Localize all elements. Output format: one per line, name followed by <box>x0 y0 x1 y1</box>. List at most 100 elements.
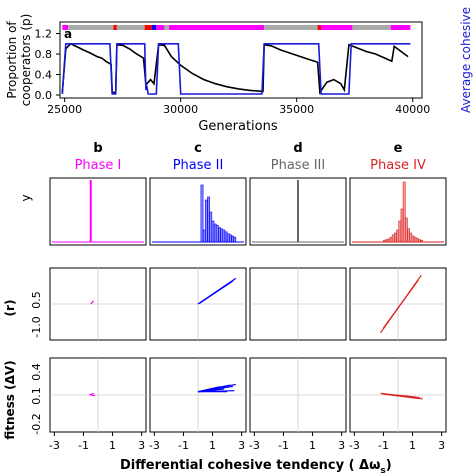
panel-e-bar-14 <box>413 236 417 243</box>
panel-c-bar-9 <box>220 228 224 243</box>
panel-c-bar-5 <box>211 220 215 243</box>
panel-c-bar-15 <box>233 236 237 243</box>
panel-e-bar-9 <box>402 181 406 243</box>
phase-segment-6 <box>156 25 165 30</box>
panel-c-xtick-label-3: 3 <box>238 439 245 452</box>
panel-c-letter: c <box>194 141 202 156</box>
panel-c-bar-11 <box>224 231 228 243</box>
panel-b-xtick-label-1: -1 <box>78 439 89 452</box>
panel-e-bar-0 <box>383 239 386 243</box>
panel-a-frame <box>59 21 423 99</box>
panel-e-bar-10 <box>404 217 408 243</box>
panel-e-bar-11 <box>407 228 410 243</box>
panel-e-xtick-label-1: -1 <box>378 439 389 452</box>
panel-c-bar-14 <box>231 235 234 243</box>
panel-a-ylabel-1: Proportion of <box>5 21 19 99</box>
panel-a-ylabel-right: Average cohesive <box>459 7 473 113</box>
panel-b-row2-seg-0 <box>89 392 94 396</box>
f-tick--0.2: -0.2 <box>30 413 43 434</box>
row-label-0: y <box>19 194 33 201</box>
panel-e-xtick-label-3: 3 <box>438 439 445 452</box>
panel-b-xtick-label-0: -3 <box>49 439 60 452</box>
panel-d-letter: d <box>293 141 302 156</box>
panel-c-bar-12 <box>226 233 230 243</box>
panel-b-letter: b <box>93 141 102 156</box>
phase-segment-0 <box>62 25 69 30</box>
panel-a-letter: a <box>64 27 72 41</box>
panel-b-row1-seg-0 <box>90 300 95 305</box>
phase-segment-8 <box>169 25 265 30</box>
f-tick-0.1: 0.1 <box>30 387 43 405</box>
panel-a-ytick-label-2: 0.8 <box>35 48 53 61</box>
panel-a-xtick-label-2: 35000 <box>279 103 314 116</box>
panel-b-row2-seg-1 <box>90 394 96 397</box>
phase-segment-13 <box>390 25 411 30</box>
panel-a-xlabel: Generations <box>198 119 278 134</box>
panel-a-xtick-label-0: 25000 <box>47 103 82 116</box>
bottom-xlabel-close: ) <box>386 458 392 473</box>
panel-c-bar-3 <box>207 196 210 243</box>
bottom-xlabel-main: Differential cohesive tendency ( Δω <box>120 458 380 473</box>
panel-d-xtick-label-3: 3 <box>338 439 345 452</box>
panel-a-black-line <box>61 42 409 95</box>
panel-a-blue-line <box>61 43 411 95</box>
panel-c-row1-seg-1 <box>199 280 234 304</box>
panel-c-bar-0 <box>200 184 204 243</box>
panel-d-xtick-label-0: -3 <box>249 439 260 452</box>
panel-a: a 0.0 0.4 0.8 1.2 25000 30000 35000 40000 Gene… <box>5 7 473 134</box>
panel-a-xticks: 25000 30000 35000 40000 <box>47 98 430 116</box>
panel-e-bar-4 <box>391 234 395 243</box>
panel-e-row2-seg-3 <box>381 393 416 398</box>
panel-c-bar-7 <box>215 224 219 243</box>
panel-c-bar-1 <box>202 229 206 243</box>
bottom-xlabel-sub: s <box>380 466 385 474</box>
panel-b-xtick-label-3: 3 <box>138 439 145 452</box>
phase-segment-7 <box>164 25 170 30</box>
panel-c-title: Phase II <box>173 158 224 173</box>
panel-e-bar-2 <box>387 238 391 243</box>
panel-a-phase-bar <box>62 25 411 30</box>
panel-e-bar-8 <box>400 208 404 243</box>
panel-c-row2-seg-7 <box>197 389 216 393</box>
panel-a-ylabel-2: cooperators (p) <box>19 14 33 107</box>
panel-e-bar-5 <box>394 232 397 243</box>
phase-segment-10 <box>317 25 322 30</box>
f-tick-0.4: 0.4 <box>30 363 43 381</box>
panel-a-ytick-label-1: 0.4 <box>35 69 53 82</box>
panel-e-bar-12 <box>409 232 413 243</box>
panel-c-row0-frame <box>149 177 247 246</box>
panel-e-xtick-label-2: 1 <box>409 439 416 452</box>
phase-segment-1 <box>68 25 114 30</box>
panel-e-bar-13 <box>411 235 415 243</box>
panel-e-bar-3 <box>389 236 393 243</box>
panel-c-bar-2 <box>204 199 208 243</box>
panel-b-title: Phase I <box>75 158 122 173</box>
panel-d-xtick-label-2: 1 <box>309 439 316 452</box>
panel-e-bar-6 <box>396 229 400 243</box>
panel-e-row0-frame <box>349 177 447 246</box>
phase-segment-5 <box>151 25 157 30</box>
r-tick--1.0: -1.0 <box>30 316 43 337</box>
panel-c-xtick-label-1: -1 <box>178 439 189 452</box>
panel-d-xtick-label-1: -1 <box>278 439 289 452</box>
panel-c-xtick-label-2: 1 <box>209 439 216 452</box>
r-tick-0.5: 0.5 <box>30 291 43 309</box>
phase-segment-2 <box>113 25 117 30</box>
panel-c-bar-8 <box>218 227 221 243</box>
panel-e-bar-15 <box>415 238 419 243</box>
grid-panels: b Phase I -3 -1 1 3 c Phase II -3 -1 1 3 d Phase III -… <box>49 141 447 452</box>
panel-e-bar-17 <box>420 239 424 243</box>
panel-c-bar-4 <box>209 211 213 243</box>
panel-e-bar-7 <box>398 220 402 243</box>
panel-c-xtick-label-0: -3 <box>149 439 160 452</box>
row-label-2: fitness (ΔV) <box>3 360 17 439</box>
panel-e-row1-seg-1 <box>382 279 419 329</box>
panel-c-bar-10 <box>222 229 226 243</box>
panel-b-xtick-label-2: 1 <box>109 439 116 452</box>
panel-a-xtick-label-3: 40000 <box>395 103 430 116</box>
panel-e-title: Phase IV <box>370 158 426 173</box>
panel-e-bar-16 <box>418 239 421 243</box>
bottom-xlabel: Differential cohesive tendency ( Δωs) <box>120 458 392 474</box>
panel-a-ytick-label-0: 0.0 <box>35 89 53 102</box>
